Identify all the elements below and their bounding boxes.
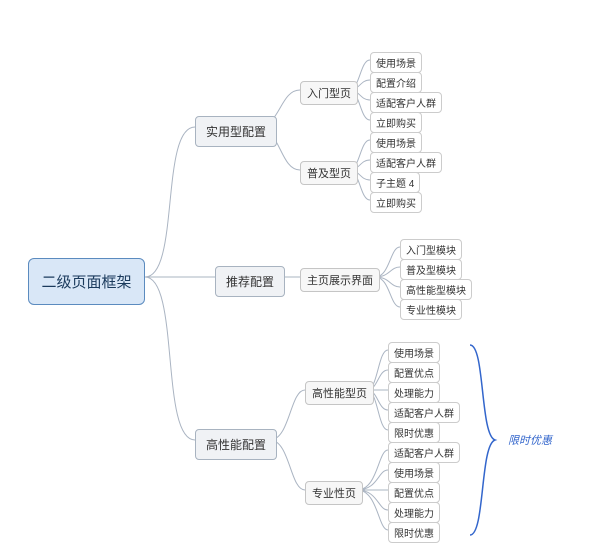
- leaf: 配置优点: [388, 482, 440, 503]
- leaf: 立即购买: [370, 192, 422, 213]
- leaf: 立即购买: [370, 112, 422, 133]
- leaf: 处理能力: [388, 382, 440, 403]
- leaf: 使用场景: [388, 342, 440, 363]
- leaf: 使用场景: [370, 52, 422, 73]
- leaf: 使用场景: [370, 132, 422, 153]
- leaf: 使用场景: [388, 462, 440, 483]
- sub-entry-page: 入门型页: [300, 81, 358, 105]
- leaf: 高性能型模块: [400, 279, 472, 300]
- branch-practical: 实用型配置: [195, 116, 277, 147]
- leaf: 适配客户人群: [388, 402, 460, 423]
- leaf: 适配客户人群: [370, 152, 442, 173]
- leaf: 处理能力: [388, 502, 440, 523]
- root-node: 二级页面框架: [28, 258, 145, 305]
- branch-performance: 高性能配置: [195, 429, 277, 460]
- sub-homepage: 主页展示界面: [300, 268, 380, 292]
- leaf: 适配客户人群: [388, 442, 460, 463]
- leaf: 入门型模块: [400, 239, 462, 260]
- leaf: 普及型模块: [400, 259, 462, 280]
- leaf: 限时优惠: [388, 422, 440, 443]
- leaf: 配置优点: [388, 362, 440, 383]
- sub-popular-page: 普及型页: [300, 161, 358, 185]
- sub-pro-page: 专业性页: [305, 481, 363, 505]
- leaf: 限时优惠: [388, 522, 440, 543]
- leaf: 子主题 4: [370, 172, 420, 193]
- sub-highperf-page: 高性能型页: [305, 381, 374, 405]
- leaf: 配置介绍: [370, 72, 422, 93]
- branch-recommend: 推荐配置: [215, 266, 285, 297]
- leaf: 专业性模块: [400, 299, 462, 320]
- leaf: 适配客户人群: [370, 92, 442, 113]
- side-label: 限时优惠: [508, 432, 552, 448]
